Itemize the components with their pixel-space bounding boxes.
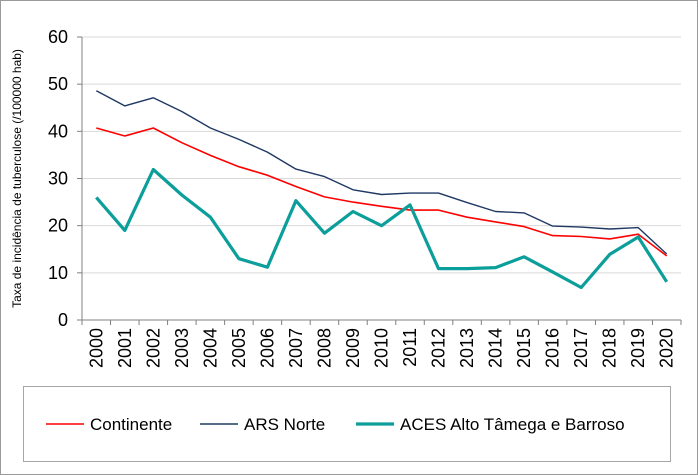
legend-label: Continente [90,415,172,434]
x-tick-label: 2003 [172,328,192,368]
x-tick-label: 2000 [86,328,106,368]
y-tick-label: 0 [58,310,68,330]
x-tick-label: 2015 [514,328,534,368]
x-tick-label: 2016 [543,328,563,368]
x-tick-label: 2012 [429,328,449,368]
y-tick-label: 20 [48,216,68,236]
x-tick-label: 2009 [343,328,363,368]
x-tick-label: 2002 [143,328,163,368]
x-tick-label: 2010 [372,328,392,368]
x-tick-label: 2007 [286,328,306,368]
y-tick-label: 30 [48,169,68,189]
x-tick-label: 2004 [200,328,220,368]
series-line-2 [95,90,668,255]
x-tick-label: 2018 [600,328,620,368]
y-tick-label: 40 [48,121,68,141]
y-axis-label: Taxa de incidência de tuberculose (/1000… [10,49,24,308]
y-tick-label: 10 [48,263,68,283]
legend-label: ARS Norte [244,415,325,434]
x-tick-label: 2001 [115,328,135,368]
x-tick-label: 2017 [571,328,591,368]
x-tick-label: 2008 [314,328,334,368]
y-tick-label: 60 [48,27,68,47]
series-line-3 [95,167,669,290]
x-tick-label: 2014 [486,328,506,368]
x-tick-label: 2019 [628,328,648,368]
x-tick-label: 2011 [400,328,420,367]
legend-label: ACES Alto Tâmega e Barroso [400,415,625,434]
x-tick-label: 2005 [229,328,249,368]
y-tick-label: 50 [48,74,68,94]
x-tick-label: 2020 [657,328,677,368]
x-tick-label: 2006 [257,328,277,368]
legend-box [23,386,671,462]
x-tick-label: 2013 [457,328,477,368]
series-line-1 [96,127,668,257]
